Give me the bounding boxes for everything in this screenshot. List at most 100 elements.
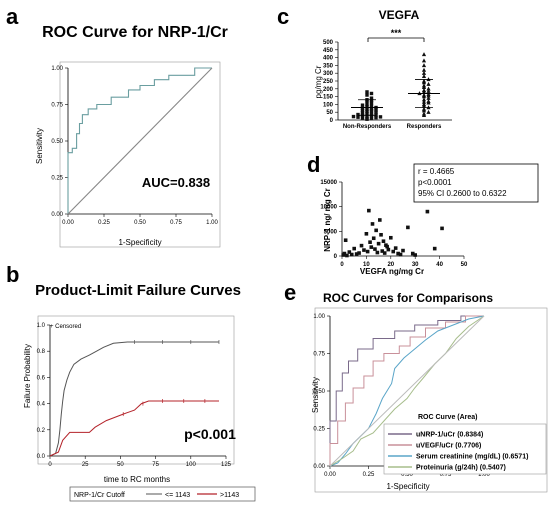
y-tick-label: 50 [326, 110, 333, 116]
y-tick-label: 0.4 [37, 402, 46, 408]
category-label: Non-Responders [343, 124, 392, 130]
x-tick-label: 0 [340, 262, 344, 268]
x-tick-label: 1.00 [478, 472, 490, 478]
plot-frame [314, 307, 548, 493]
x-tick-label: 0.50 [401, 472, 413, 478]
data-point [369, 111, 374, 116]
panel-label-a: a [6, 4, 19, 29]
data-point [406, 225, 410, 230]
roc-series-3 [329, 315, 485, 467]
y-axis-label: pg/mg Cr [314, 65, 323, 98]
data-point [368, 240, 372, 244]
x-tick-label: 125 [221, 462, 232, 468]
plot-frame [37, 315, 235, 465]
data-point [386, 247, 391, 252]
data-point [421, 70, 427, 75]
data-point [376, 241, 381, 246]
auc-annotation: AUC=0.838 [142, 175, 210, 190]
data-point [378, 115, 383, 119]
data-point [393, 246, 398, 250]
y-tick-label: 200 [323, 87, 334, 93]
data-point [359, 243, 364, 248]
data-point [374, 228, 378, 233]
y-tick-label: 0.25 [51, 176, 63, 182]
data-point [374, 115, 378, 120]
panel-b-failure-curves: b Product-Limit Failure Curves + Censore… [6, 262, 256, 502]
reference-diagonal [67, 67, 213, 215]
data-point [345, 253, 349, 258]
y-axis-label: Sensitivity [35, 128, 44, 164]
data-point [426, 109, 431, 114]
y-tick-label: 0 [334, 254, 338, 260]
data-point [360, 108, 365, 113]
data-point [365, 114, 369, 118]
panel-e-roc-comparisons: e ROC Curves for Comparisons 0.00 0.25 0.5… [284, 280, 548, 493]
y-tick-label: 0.25 [313, 427, 325, 433]
y-tick-label: 0.50 [51, 139, 63, 145]
data-point [369, 91, 374, 96]
data-point [426, 88, 431, 93]
stats-box [413, 163, 539, 203]
x-tick-label: 0.25 [363, 472, 375, 478]
panel-a-roc-nrp1: a ROC Curve for NRP-1/Cr 0.00 0.25 0.50 0.7… [6, 4, 228, 248]
y-tick-label: 1.0 [37, 323, 46, 329]
y-tick-label: 0.6 [37, 375, 46, 381]
y-tick-label: 0.8 [37, 349, 46, 355]
x-tick-label: 10 [363, 262, 370, 268]
category-label: Responders [407, 124, 442, 130]
data-point [369, 98, 374, 103]
x-tick-label: 100 [186, 462, 197, 468]
significance-marker: *** [391, 28, 402, 38]
data-point [421, 67, 427, 72]
x-tick-label: 50 [461, 262, 468, 268]
x-tick-label: 0.50 [134, 220, 146, 226]
data-point [380, 249, 385, 253]
data-point [379, 232, 383, 237]
data-point [360, 116, 365, 120]
data-point [371, 236, 376, 241]
y-axis-label: Sensitivity [311, 377, 320, 413]
data-point [370, 222, 375, 226]
x-tick-label: 0.00 [324, 472, 336, 478]
legend-entry: <= 1143 [165, 492, 190, 499]
data-point [369, 104, 374, 108]
y-axis-label: NRP-1 ng/ mg Cr [323, 188, 332, 252]
data-point [389, 235, 393, 240]
stats-r: r = 0.4665 [418, 167, 455, 176]
data-point [357, 251, 361, 255]
y-tick-label: 450 [323, 48, 334, 54]
data-point [375, 250, 380, 255]
data-point [343, 238, 348, 243]
data-point [362, 248, 366, 252]
data-point [354, 252, 359, 256]
data-point [342, 251, 347, 256]
y-tick-label: 250 [323, 79, 334, 85]
data-point [367, 208, 371, 213]
legend-entry: >1143 [220, 492, 239, 499]
y-tick-label: 300 [323, 71, 334, 77]
y-tick-label: 0.50 [313, 389, 325, 395]
legend-box [69, 486, 256, 502]
x-tick-label: 25 [82, 462, 89, 468]
y-tick-label: 350 [323, 63, 334, 69]
data-point [360, 106, 365, 110]
panel-label-d: d [307, 152, 320, 177]
legend-entry: Proteinuria (g/24h) (0.5407) [416, 465, 506, 472]
legend-entry: uNRP-1/uCr (0.8384) [416, 432, 483, 439]
x-tick-label: 0.00 [62, 220, 74, 226]
x-tick-label: 0.25 [98, 220, 110, 226]
data-point [381, 239, 386, 243]
stats-p: p<0.0001 [418, 178, 452, 187]
data-point [374, 108, 378, 112]
data-point [360, 103, 365, 107]
p-value-annotation: p<0.001 [184, 426, 236, 442]
y-tick-label: 0.75 [51, 103, 63, 109]
data-point [369, 245, 374, 249]
legend-box [383, 423, 547, 475]
x-tick-label: 0 [48, 462, 52, 468]
data-point [396, 251, 400, 256]
legend-title: NRP-1/Cr Cutoff [74, 492, 125, 499]
data-point [421, 52, 427, 57]
data-point [432, 246, 437, 251]
data-point [401, 248, 405, 253]
